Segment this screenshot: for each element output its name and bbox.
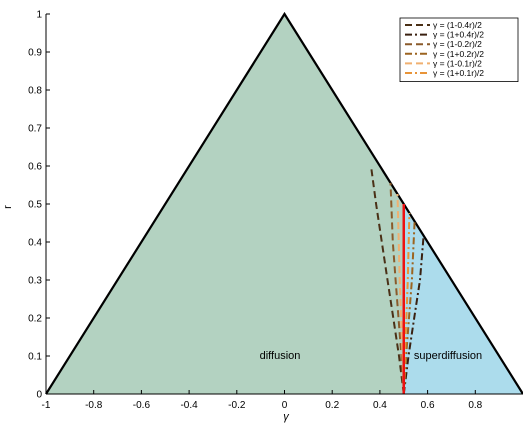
legend-label: γ = (1+0.1r)/2: [433, 68, 484, 78]
ticks-layer: -1 -0.8 -0.6 -0.4 -0.2 0 0.2 0.4 0.6 0.8 0 0.1 0.2 0.…: [28, 10, 483, 412]
y-tick-label: 0.8: [28, 86, 42, 97]
series-line-1: [402, 235, 425, 395]
y-tick-label: 0: [36, 390, 42, 401]
y-axis-label: r: [2, 205, 14, 209]
y-tick-label: 0.6: [28, 162, 42, 173]
legend-label: γ = (1-0.2r)/2: [433, 39, 482, 49]
legend-label: γ = (1-0.4r)/2: [433, 20, 482, 30]
x-axis-label: γ: [283, 411, 290, 423]
legend-label: γ = (1+0.4r)/2: [433, 30, 484, 40]
y-tick-label: 1: [36, 10, 42, 21]
y-tick-label: 0.7: [28, 124, 42, 135]
legend-label: γ = (1-0.1r)/2: [433, 58, 482, 68]
x-tick-label: 0.4: [373, 400, 387, 411]
legend-box: [399, 17, 519, 82]
y-tick-label: 0.9: [28, 48, 42, 59]
curves-layer: [370, 165, 425, 395]
region-diffusion: [46, 14, 404, 394]
legend-label: γ = (1+0.2r)/2: [433, 49, 484, 59]
x-tick-label: -0.4: [180, 400, 198, 411]
region-label-superdiffusion: superdiffusion: [414, 350, 482, 362]
legend: γ = (1-0.4r)/2γ = (1+0.4r)/2γ = (1-0.2r)…: [399, 17, 519, 82]
y-tick-label: 0.1: [28, 352, 42, 363]
x-tick-label: -0.6: [133, 400, 151, 411]
x-tick-label: 0: [282, 400, 288, 411]
x-tick-label: -0.2: [228, 400, 246, 411]
x-tick-label: 0.2: [325, 400, 339, 411]
region-label-diffusion: diffusion: [260, 350, 301, 362]
x-tick-label: -1: [42, 400, 51, 411]
x-tick-label: 0.6: [421, 400, 435, 411]
y-tick-label: 0.4: [28, 238, 42, 249]
x-tick-label: 0.8: [468, 400, 482, 411]
regions-layer: diffusion superdiffusion: [45, 11, 523, 395]
y-tick-label: 0.2: [28, 314, 42, 325]
y-tick-label: 0.3: [28, 276, 42, 287]
x-tick-label: -0.8: [85, 400, 103, 411]
series-line-0: [370, 165, 405, 395]
triangle-outline: [45, 11, 523, 395]
y-tick-label: 0.5: [28, 200, 42, 211]
